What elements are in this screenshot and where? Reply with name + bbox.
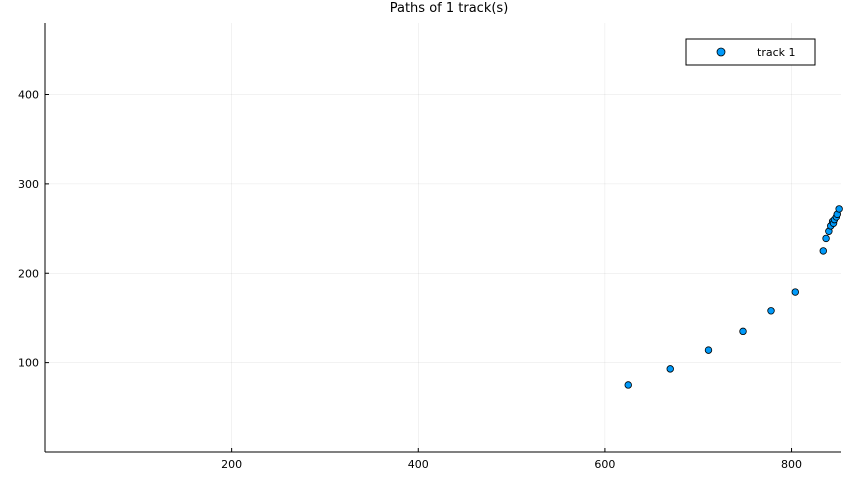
data-point (739, 327, 747, 336)
y-tick-label: 300 (18, 178, 39, 191)
axes (44, 23, 841, 453)
grid (45, 23, 841, 452)
y-tick-label: 200 (18, 267, 39, 280)
legend-marker (716, 47, 726, 57)
x-tick-label: 200 (221, 458, 242, 471)
data-point (704, 346, 713, 354)
data-point (791, 288, 799, 296)
data-point (822, 234, 830, 243)
y-tick-label: 400 (18, 89, 39, 102)
legend-label: track 1 (757, 46, 796, 59)
x-tick-label: 800 (781, 458, 802, 471)
legend: track 1 (685, 38, 816, 66)
data-point (835, 205, 843, 213)
tick-labels: 200 400 600 800 100 200 300 400 (18, 89, 802, 472)
x-tick-label: 400 (408, 458, 429, 471)
data-point (767, 307, 775, 315)
x-tick-label: 600 (594, 458, 615, 471)
data-points (624, 205, 843, 389)
y-tick-label: 100 (18, 357, 39, 370)
data-point (666, 365, 674, 373)
data-point (624, 381, 632, 389)
chart-title: Paths of 1 track(s) (390, 1, 509, 16)
legend-box (685, 38, 816, 66)
data-point (819, 247, 827, 255)
